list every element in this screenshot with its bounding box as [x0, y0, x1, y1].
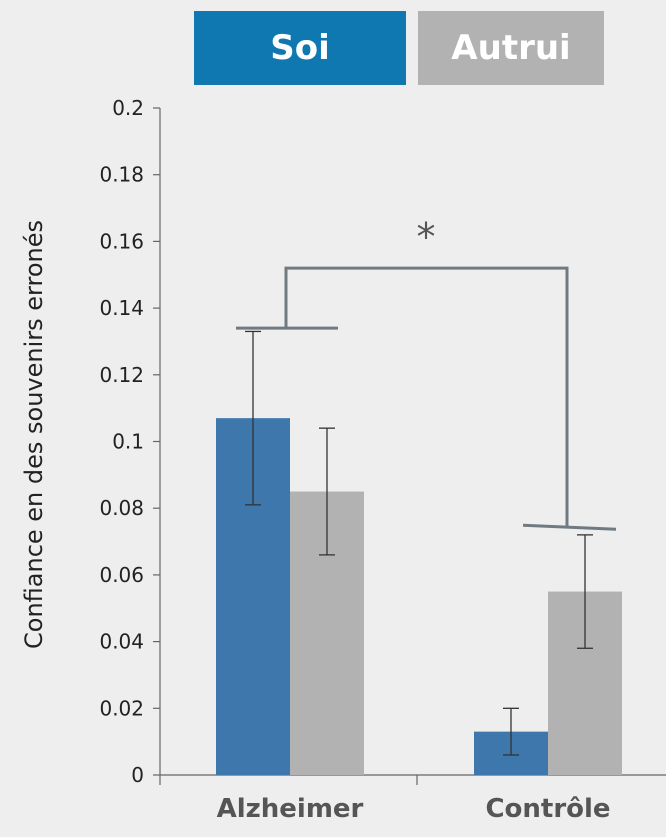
y-tick-label: 0.08 [99, 496, 144, 520]
legend-soi: Soi [194, 11, 406, 85]
bracket-right-cap [522, 523, 617, 531]
y-tick-label: 0.1 [112, 430, 144, 454]
y-tick-label: 0.12 [99, 363, 144, 387]
legend-autrui-label: Autrui [451, 28, 571, 68]
significance-bracket [284, 266, 569, 528]
y-tick-label: 0.18 [99, 163, 144, 187]
y-tick-label: 0.14 [99, 296, 144, 320]
y-tick-label: 0.16 [99, 229, 144, 253]
category-label: Contrôle [485, 794, 610, 824]
y-tick-label: 0.06 [99, 563, 144, 587]
significance-star: * [417, 215, 436, 259]
y-tick-label: 0.04 [99, 630, 144, 654]
y-tick-label: 0.2 [112, 96, 144, 120]
y-axis-label: Confiance en des souvenirs erronés [20, 220, 48, 649]
legend-autrui: Autrui [418, 11, 604, 85]
y-tick-label: 0 [131, 763, 144, 787]
category-label: Alzheimer [217, 794, 364, 824]
legend-soi-label: Soi [270, 28, 330, 68]
y-tick-label: 0.02 [99, 696, 144, 720]
